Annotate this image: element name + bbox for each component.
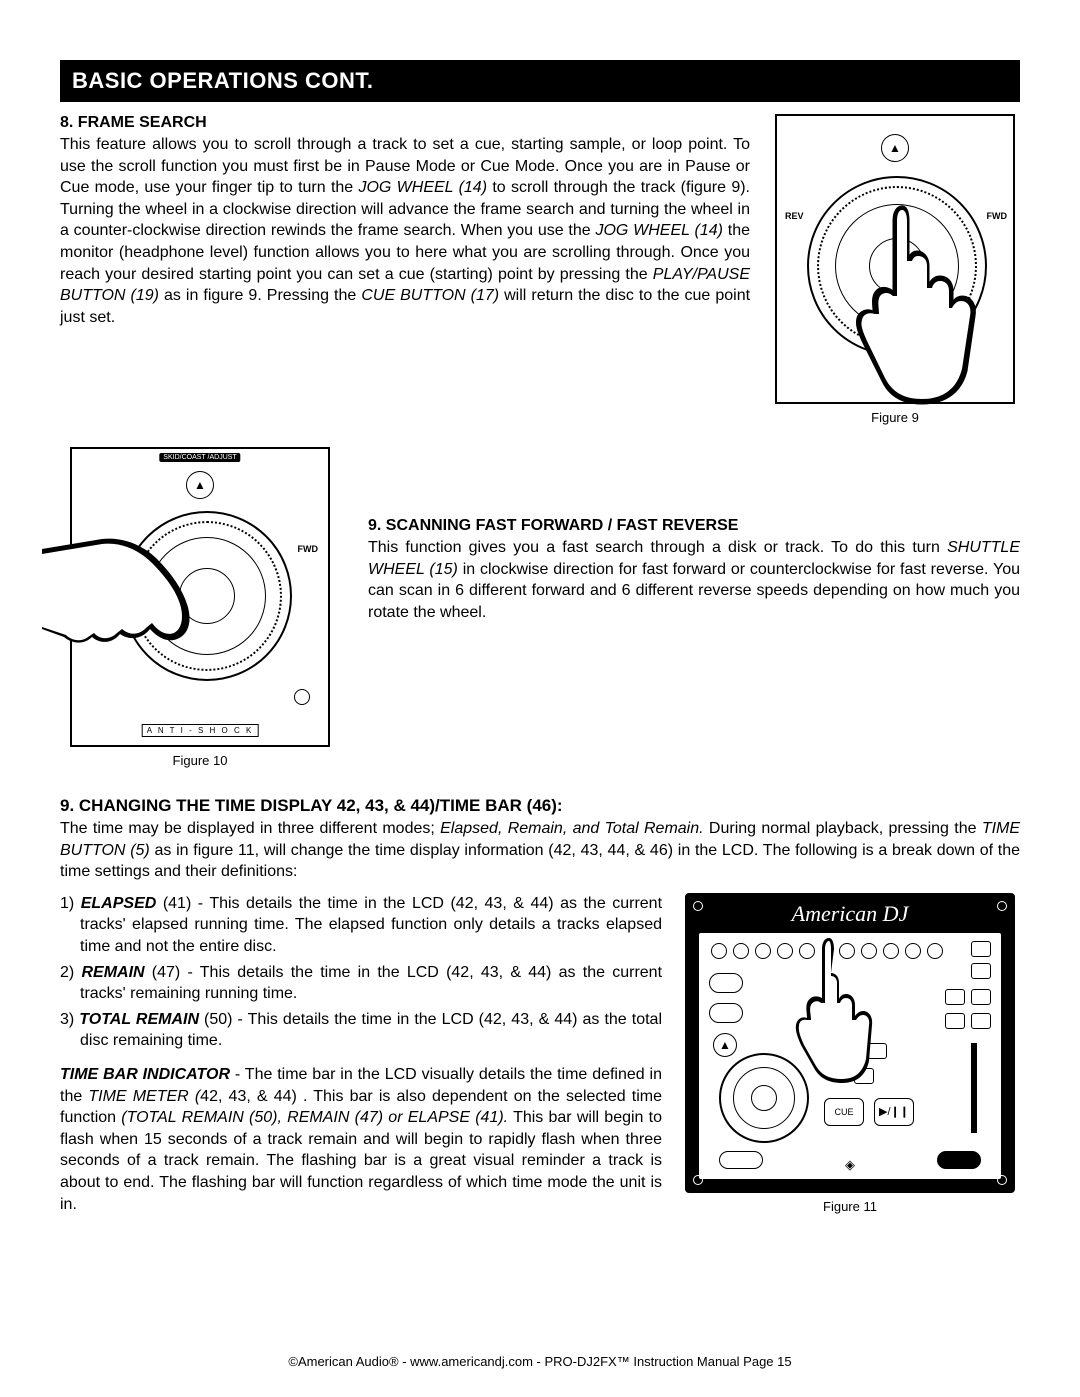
section-8-row: 8. FRAME SEARCH This feature allows you … bbox=[60, 114, 1020, 425]
scan-p1: This function gives you a fast search th… bbox=[368, 539, 947, 556]
play-pause-button-icon: ▶/❙❙ bbox=[874, 1098, 914, 1126]
s9-intro-p1: The time may be displayed in three diffe… bbox=[60, 820, 440, 837]
section-8-text: This feature allows you to scroll throug… bbox=[60, 134, 750, 328]
figure-10-container: SKID/COAST /ADJUST ▲ FWD A N T I - S H O… bbox=[60, 447, 340, 768]
s8-jogwheel2: JOG WHEEL (14) bbox=[595, 222, 723, 239]
figure-10-caption: Figure 10 bbox=[60, 753, 340, 768]
section-9-list-row: 1) ELAPSED (41) - This details the time … bbox=[60, 893, 1020, 1215]
eject-icon: ▲ bbox=[881, 134, 909, 162]
time-mode-item: 2) REMAIN (47) - This details the time i… bbox=[60, 962, 662, 1005]
timebar-label: TIME BAR INDICATOR bbox=[60, 1066, 230, 1083]
section-8-heading: 8. FRAME SEARCH bbox=[60, 114, 750, 132]
list-ref: (47) - bbox=[145, 964, 200, 981]
figure-11-caption: Figure 11 bbox=[680, 1199, 1020, 1214]
timebar-paragraph: TIME BAR INDICATOR - The time bar in the… bbox=[60, 1064, 662, 1215]
figure-9-caption: Figure 9 bbox=[770, 410, 1020, 425]
pill-button-icon bbox=[709, 1003, 743, 1023]
section-scan-heading: 9. SCANNING FAST FORWARD / FAST REVERSE bbox=[368, 517, 1020, 535]
list-label: REMAIN bbox=[81, 964, 144, 981]
knob-icon bbox=[905, 943, 921, 959]
figure-9-container: ▲ REV FWD Figure 9 bbox=[770, 114, 1020, 425]
small-button-icon bbox=[971, 989, 991, 1005]
list-label: ELAPSED bbox=[81, 895, 157, 912]
brand-label: American DJ bbox=[685, 901, 1015, 927]
skid-label: SKID/COAST /ADJUST bbox=[159, 453, 240, 462]
section-9-heading: 9. CHANGING THE TIME DISPLAY 42, 43, & 4… bbox=[60, 796, 1020, 816]
hand-grip-icon bbox=[42, 489, 242, 689]
page-footer: ©American Audio® - www.americandj.com - … bbox=[0, 1354, 1080, 1369]
small-button-icon bbox=[971, 963, 991, 979]
cue-button-icon: CUE bbox=[824, 1098, 864, 1126]
hand-press-icon bbox=[794, 933, 874, 1083]
figure-11-illustration: American DJ PRO-DJ2FX bbox=[685, 893, 1015, 1193]
knob-icon bbox=[927, 943, 943, 959]
section-9-intro: The time may be displayed in three diffe… bbox=[60, 818, 1020, 883]
s9-modes: Elapsed, Remain, and Total Remain. bbox=[440, 820, 703, 837]
section-scan-row: SKID/COAST /ADJUST ▲ FWD A N T I - S H O… bbox=[60, 447, 1020, 768]
section-9: 9. CHANGING THE TIME DISPLAY 42, 43, & 4… bbox=[60, 796, 1020, 1215]
list-number: 2) bbox=[60, 964, 81, 981]
s8-cue: CUE BUTTON (17) bbox=[361, 287, 499, 304]
list-ref: (41) - bbox=[156, 895, 209, 912]
knob-icon bbox=[777, 943, 793, 959]
rev-label: REV bbox=[785, 211, 804, 221]
section-scan-text: This function gives you a fast search th… bbox=[368, 537, 1020, 623]
fwd-label-2: FWD bbox=[298, 544, 319, 554]
time-mode-item: 3) TOTAL REMAIN (50) - This details the … bbox=[60, 1009, 662, 1052]
pill-button-icon bbox=[709, 973, 743, 993]
pitch-slider-icon bbox=[971, 1043, 977, 1133]
knob-icon bbox=[711, 943, 727, 959]
bottom-control-icon bbox=[719, 1151, 763, 1169]
eject-icon-3: ▲ bbox=[713, 1033, 737, 1057]
tb-meter2: 42, 43, & 44) bbox=[200, 1088, 297, 1105]
small-control-icon bbox=[294, 689, 310, 705]
time-mode-item: 1) ELAPSED (41) - This details the time … bbox=[60, 893, 662, 958]
s8-jogwheel: JOG WHEEL (14) bbox=[358, 179, 487, 196]
s9-intro-p3: as in figure 11, will change the time di… bbox=[60, 842, 1020, 881]
control-panel: ▲ CUE ▶/❙❙ bbox=[699, 933, 1001, 1179]
figure-10-illustration: SKID/COAST /ADJUST ▲ FWD A N T I - S H O… bbox=[70, 447, 330, 747]
figure-9-illustration: ▲ REV FWD bbox=[775, 114, 1015, 404]
knob-icon bbox=[883, 943, 899, 959]
list-label: TOTAL REMAIN bbox=[79, 1011, 199, 1028]
s8-p4: as in figure 9. Pressing the bbox=[164, 287, 361, 304]
antishock-label: A N T I - S H O C K bbox=[142, 724, 259, 737]
time-mode-list: 1) ELAPSED (41) - This details the time … bbox=[60, 893, 662, 1052]
tb-meter: TIME METER ( bbox=[88, 1088, 200, 1105]
disc-open-icon: ◈ bbox=[845, 1157, 855, 1173]
figure-11-container: American DJ PRO-DJ2FX bbox=[680, 893, 1020, 1214]
scan-p2: in clockwise direction for fast forward … bbox=[368, 561, 1020, 621]
small-button-icon bbox=[971, 941, 991, 957]
small-button-icon bbox=[971, 1013, 991, 1029]
list-number: 3) bbox=[60, 1011, 79, 1028]
hand-pointing-icon bbox=[847, 196, 997, 406]
s9-intro-p2: During normal playback, pressing the bbox=[709, 820, 982, 837]
list-number: 1) bbox=[60, 895, 81, 912]
knob-icon bbox=[755, 943, 771, 959]
knob-icon bbox=[733, 943, 749, 959]
small-button-icon bbox=[945, 1013, 965, 1029]
list-ref: (50) - bbox=[199, 1011, 248, 1028]
tb-funcs: (TOTAL REMAIN (50), REMAIN (47) or ELAPS… bbox=[121, 1109, 508, 1126]
section-title-bar: BASIC OPERATIONS CONT. bbox=[60, 60, 1020, 102]
bottom-control-icon bbox=[937, 1151, 981, 1169]
small-button-icon bbox=[945, 989, 965, 1005]
